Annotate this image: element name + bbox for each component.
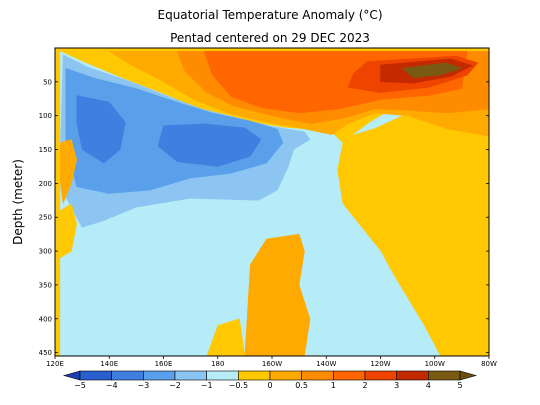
plot-area <box>55 48 489 356</box>
colorbar-swatch <box>428 370 461 381</box>
y-tick-label: 250 <box>39 214 52 222</box>
region-cold-core-west <box>76 95 126 164</box>
colorbar-label: 0 <box>267 381 272 390</box>
region-warm-deep-blob <box>206 318 246 356</box>
colorbar-swatch <box>333 370 366 381</box>
colorbar-label: −1 <box>201 381 213 390</box>
region-warm-east-5 <box>401 62 463 79</box>
x-tick-label: 140W <box>316 360 336 368</box>
y-tick-label: 350 <box>39 281 52 289</box>
colorbar-label: 5 <box>457 381 462 390</box>
colorbar-swatch <box>143 370 176 381</box>
colorbar-swatch <box>79 370 112 381</box>
colorbar-swatch <box>364 370 397 381</box>
y-axis: 50 100 150 200 250 300 350 400 450 <box>39 78 489 357</box>
y-axis-label: Depth (meter) <box>11 159 25 245</box>
colorbar-label: 0.5 <box>295 381 308 390</box>
x-tick-label: 140E <box>100 360 118 368</box>
x-tick-label: 120W <box>370 360 390 368</box>
colorbar-label: −3 <box>137 381 149 390</box>
x-tick-label: 180 <box>211 360 224 368</box>
x-tick-label: 120E <box>46 360 64 368</box>
y-tick-label: 400 <box>39 315 52 323</box>
x-tick-label: 80W <box>481 360 497 368</box>
colorbar-label: −0.5 <box>229 381 248 390</box>
colorbar-label: 1 <box>331 381 336 390</box>
x-axis: 120E 140E 160E 180 160W 140W 120W 100W 80W <box>46 356 497 368</box>
y-tick-label: 150 <box>39 146 52 154</box>
colorbar-label: −2 <box>169 381 181 390</box>
y-tick-label: 100 <box>39 112 52 120</box>
colorbar-label: −4 <box>106 381 118 390</box>
colorbar-swatch <box>301 370 334 381</box>
y-tick-label: 300 <box>39 248 52 256</box>
colorbar-swatch <box>111 370 144 381</box>
region-warm-lower-west <box>60 203 77 259</box>
colorbar-label: 2 <box>362 381 367 390</box>
region-warm-central-deep <box>244 233 311 356</box>
colorbar-swatch <box>238 370 271 381</box>
y-tick-label: 450 <box>39 349 52 357</box>
colorbar-swatch <box>396 370 429 381</box>
y-tick-label: 200 <box>39 180 52 188</box>
region-warm-west-patch <box>60 139 77 204</box>
colorbar-label: −5 <box>74 381 86 390</box>
colorbar-min-arrow <box>62 370 81 381</box>
colorbar-swatch <box>206 370 239 381</box>
colorbar-max-arrow <box>459 370 478 381</box>
chart-title: Equatorial Temperature Anomaly (°C) <box>158 8 383 22</box>
colorbar-swatch <box>174 370 207 381</box>
colorbar-label: 4 <box>426 381 431 390</box>
colorbar: −5 −4 −3 −2 −1 −0.5 0 0.5 1 2 3 4 5 <box>62 370 478 390</box>
x-tick-label: 100W <box>425 360 445 368</box>
region-cold-core-central <box>157 123 262 167</box>
colorbar-swatch <box>269 370 302 381</box>
y-tick-label: 50 <box>43 78 52 86</box>
x-tick-label: 160E <box>155 360 173 368</box>
colorbar-label: 3 <box>394 381 399 390</box>
x-tick-label: 160W <box>262 360 282 368</box>
chart-subtitle: Pentad centered on 29 DEC 2023 <box>170 31 370 45</box>
